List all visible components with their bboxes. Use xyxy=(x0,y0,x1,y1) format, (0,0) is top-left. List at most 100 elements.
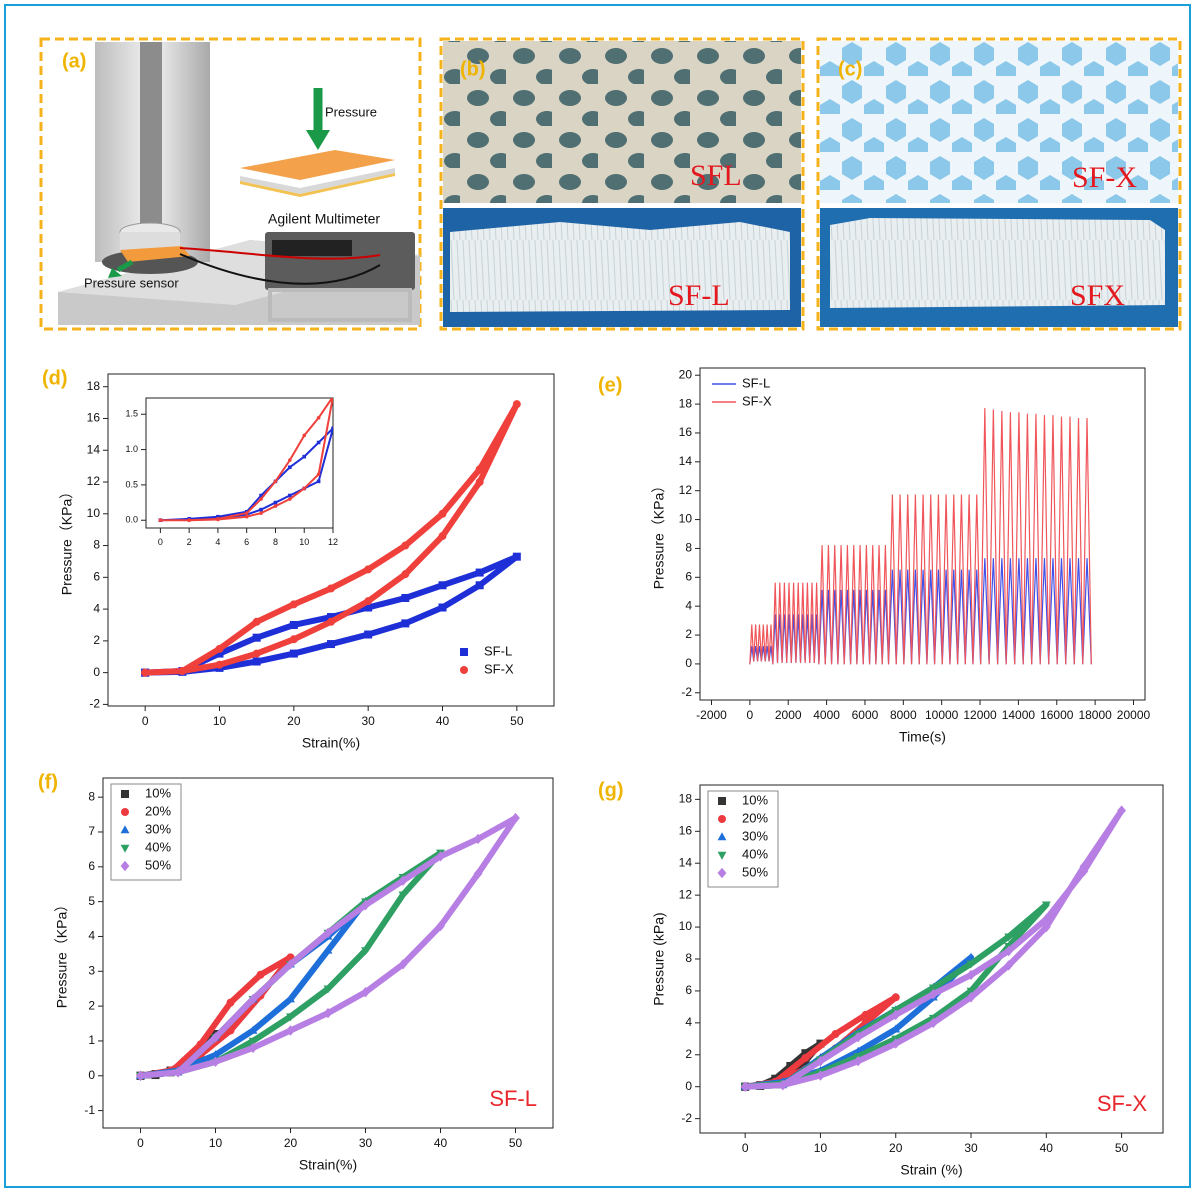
y-tick-label: 2 xyxy=(685,1047,692,1061)
label: Pressure sensor xyxy=(84,275,179,290)
y-tick-label: 18 xyxy=(87,379,101,393)
x-tick-label: 30 xyxy=(964,1141,978,1155)
annotation: SF-X xyxy=(1097,1091,1147,1116)
point xyxy=(187,518,191,522)
x-tick-label: 20000 xyxy=(1117,708,1151,722)
point xyxy=(401,570,409,578)
photo xyxy=(443,41,801,203)
legend-label: 40% xyxy=(145,839,171,854)
point xyxy=(401,619,409,627)
y-tick-label: 18 xyxy=(679,396,693,410)
point xyxy=(513,400,521,408)
y-tick-label: 5 xyxy=(88,894,95,908)
x-tick-label: 4000 xyxy=(813,708,840,722)
x-axis-title: Strain(%) xyxy=(302,735,360,751)
chart: -200002000400060008000100001200014000160… xyxy=(598,367,1150,744)
panel-label: (d) xyxy=(42,367,68,389)
chart: 01020304050-2024681012141618Strain (%)Pr… xyxy=(598,779,1163,1177)
label: SF-X xyxy=(1072,161,1137,194)
point xyxy=(327,584,335,592)
label: SFX xyxy=(1070,279,1125,312)
panel-label: (f) xyxy=(38,771,58,793)
point xyxy=(216,661,224,669)
x-tick-label: 40 xyxy=(1040,1141,1054,1155)
point xyxy=(216,645,224,653)
point xyxy=(317,473,321,477)
point xyxy=(476,478,484,486)
y-tick-label: 12 xyxy=(87,474,101,488)
point xyxy=(259,511,263,515)
y-tick-label: 2 xyxy=(88,998,95,1012)
x-tick-label: 14000 xyxy=(1002,708,1036,722)
chart: 01020304050-1012345678Strain(%)Pressure（… xyxy=(38,771,553,1172)
x-tick-label: 16000 xyxy=(1040,708,1074,722)
y-tick-label: 16 xyxy=(679,425,693,439)
y-tick-label: 6 xyxy=(88,859,95,873)
point xyxy=(317,480,321,484)
point xyxy=(288,465,292,469)
point xyxy=(253,658,261,666)
point xyxy=(439,532,447,540)
point xyxy=(862,1011,870,1019)
display xyxy=(272,240,352,256)
legend-label: 40% xyxy=(742,846,768,861)
y-tick-label: 1 xyxy=(88,1033,95,1047)
label: SF-L xyxy=(668,279,730,312)
x-tick-label: 20 xyxy=(284,1136,298,1150)
plot-frame xyxy=(146,398,333,528)
point xyxy=(288,497,292,501)
y-tick-label: 0 xyxy=(685,656,692,670)
x-tick-label: 6 xyxy=(244,537,249,547)
x-tick-label: 0 xyxy=(137,1136,144,1150)
y-tick-label: 16 xyxy=(679,823,693,837)
point xyxy=(245,515,249,519)
x-tick-label: 2 xyxy=(187,537,192,547)
point xyxy=(245,511,249,515)
legend-swatch xyxy=(460,648,468,656)
fiber-block xyxy=(450,222,790,312)
legend-swatch xyxy=(121,790,129,798)
x-tick-label: 0 xyxy=(742,1141,749,1155)
x-axis-title: Strain(%) xyxy=(299,1157,357,1173)
legend-label: SF-L xyxy=(484,643,512,658)
x-tick-label: 18000 xyxy=(1078,708,1112,722)
y-tick-label: 7 xyxy=(88,824,95,838)
y-tick-label: -1 xyxy=(84,1103,95,1117)
y-tick-label: 8 xyxy=(685,951,692,965)
legend-label: 10% xyxy=(145,785,171,800)
legend-swatch xyxy=(121,808,129,816)
point xyxy=(364,597,372,605)
legend-label: 20% xyxy=(742,810,768,825)
x-tick-label: 10 xyxy=(209,1136,223,1150)
y-axis-title: Pressure（KPa） xyxy=(54,898,70,1008)
y-tick-label: 20 xyxy=(679,367,693,381)
point xyxy=(178,667,186,675)
x-tick-label: 50 xyxy=(510,714,524,728)
panel-label: (a) xyxy=(62,50,86,72)
point xyxy=(290,621,298,629)
legend-label: 20% xyxy=(145,803,171,818)
y-tick-label: 10 xyxy=(679,512,693,526)
point xyxy=(327,640,335,648)
point xyxy=(439,581,447,589)
point xyxy=(476,465,484,473)
figure: (a) Pressure Agilent Multimeter Pressure… xyxy=(0,0,1195,1192)
y-tick-label: 2 xyxy=(93,633,100,647)
x-tick-label: 10 xyxy=(213,714,227,728)
y-tick-label: 0.5 xyxy=(125,479,138,489)
legend-label: SF-X xyxy=(742,393,772,408)
legend-swatch xyxy=(718,815,726,823)
panel-label: (c) xyxy=(838,58,862,80)
y-tick-label: -2 xyxy=(681,685,692,699)
point xyxy=(476,569,484,577)
y-tick-label: 3 xyxy=(88,963,95,977)
point xyxy=(302,487,306,491)
point xyxy=(302,434,306,438)
point xyxy=(274,501,278,505)
legend-label: 30% xyxy=(145,821,171,836)
y-tick-label: 12 xyxy=(679,483,693,497)
y-tick-label: 14 xyxy=(679,855,693,869)
y-tick-label: 8 xyxy=(685,541,692,555)
panel-label: (e) xyxy=(598,374,622,396)
y-tick-label: 4 xyxy=(93,601,100,615)
